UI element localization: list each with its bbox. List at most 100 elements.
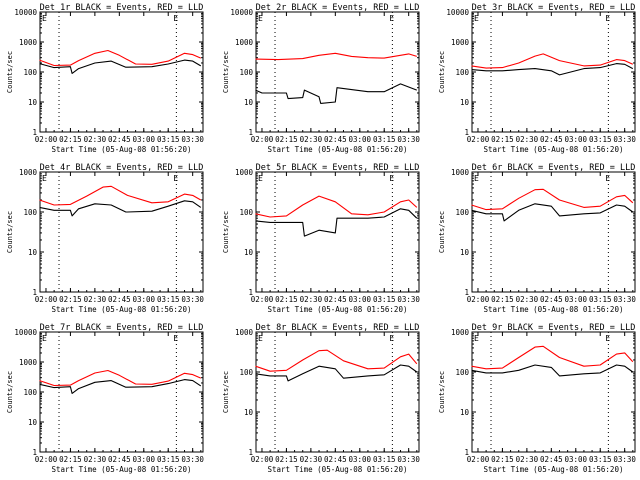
y-tick-label: 100	[455, 368, 469, 377]
x-tick-label: 02:15	[59, 455, 82, 464]
x-tick-label: 02:30	[84, 135, 107, 144]
event-marker-label: E	[605, 334, 610, 343]
x-tick-label: 02:45	[540, 135, 563, 144]
chart-title: Det 9r BLACK = Events, RED = LLD	[472, 323, 636, 333]
events-series-line	[39, 59, 202, 74]
x-tick-label: 03:30	[397, 295, 420, 304]
lld-series-line	[471, 345, 634, 370]
x-tick-label: 03:30	[181, 135, 204, 144]
x-tick-label: 02:00	[35, 135, 58, 144]
x-tick-label: 02:15	[275, 295, 298, 304]
event-marker-label: E	[258, 174, 263, 183]
x-tick-label: 02:30	[300, 455, 323, 464]
x-tick-label: 03:30	[181, 455, 204, 464]
x-tick-label: 03:15	[157, 455, 180, 464]
x-axis-label: Start Time (05-Aug-08 01:56:20)	[52, 465, 192, 474]
x-tick-label: 03:00	[564, 135, 587, 144]
y-tick-label: 100	[455, 208, 469, 217]
y-tick-label: 1000	[451, 328, 470, 337]
x-tick-label: 02:00	[251, 135, 274, 144]
chart-title: Det 2r BLACK = Events, RED = LLD	[256, 3, 420, 13]
x-tick-label: 03:15	[157, 135, 180, 144]
lld-series-line	[255, 349, 418, 372]
x-axis-label: Start Time (05-Aug-08 01:56:20)	[268, 145, 408, 154]
y-tick-label: 10	[244, 248, 254, 257]
y-tick-label: 1	[464, 448, 469, 457]
y-tick-label: 10	[28, 418, 38, 427]
x-tick-label: 03:30	[613, 455, 636, 464]
x-axis-label: Start Time (05-Aug-08 01:56:20)	[484, 305, 624, 314]
x-tick-label: 02:30	[516, 135, 539, 144]
x-tick-label: 03:00	[132, 295, 155, 304]
y-tick-label: 10	[28, 248, 38, 257]
event-marker-label: E	[605, 14, 610, 23]
x-axis-label: Start Time (05-Aug-08 01:56:20)	[52, 145, 192, 154]
y-axis-label: Counts/sec	[6, 211, 14, 253]
chart-title: Det 7r BLACK = Events, RED = LLD	[40, 323, 204, 333]
y-tick-label: 1000	[19, 38, 38, 47]
x-tick-label: 02:45	[108, 295, 131, 304]
x-tick-label: 03:15	[373, 135, 396, 144]
events-series-line	[255, 364, 418, 382]
x-tick-label: 03:15	[589, 455, 612, 464]
event-marker-label: E	[474, 334, 479, 343]
event-marker-label: E	[42, 14, 47, 23]
chart-title: Det 8r BLACK = Events, RED = LLD	[256, 323, 420, 333]
y-tick-label: 1	[464, 288, 469, 297]
chart-panel-6: Det 6r BLACK = Events, RED = LLD 1 10 100 10…	[438, 163, 636, 314]
y-tick-label: 1	[32, 448, 37, 457]
chart-panel-8: Det 8r BLACK = Events, RED = LLD 1 10 100 10…	[222, 323, 420, 474]
y-tick-label: 10	[460, 98, 470, 107]
y-tick-label: 1000	[451, 168, 470, 177]
x-tick-label: 02:45	[324, 455, 347, 464]
x-tick-label: 02:15	[275, 135, 298, 144]
x-tick-label: 03:30	[181, 295, 204, 304]
x-axis-label: Start Time (05-Aug-08 01:56:20)	[484, 145, 624, 154]
x-tick-label: 02:45	[540, 455, 563, 464]
x-tick-label: 02:00	[251, 455, 274, 464]
x-tick-label: 02:15	[275, 455, 298, 464]
lld-series-line	[39, 49, 202, 67]
x-tick-label: 02:00	[251, 295, 274, 304]
y-tick-label: 100	[455, 68, 469, 77]
x-tick-label: 02:30	[84, 295, 107, 304]
x-tick-label: 02:45	[324, 295, 347, 304]
x-tick-label: 02:30	[300, 295, 323, 304]
y-tick-label: 10	[460, 248, 470, 257]
plot-frame	[255, 331, 420, 453]
event-marker-label: E	[389, 334, 394, 343]
x-tick-label: 02:30	[516, 455, 539, 464]
y-axis-label: Counts/sec	[222, 51, 230, 93]
event-marker-label: E	[173, 334, 178, 343]
y-axis-label: Counts/sec	[222, 371, 230, 413]
y-tick-label: 1	[32, 128, 37, 137]
event-marker-label: E	[605, 174, 610, 183]
y-tick-label: 1	[32, 288, 37, 297]
y-tick-label: 100	[239, 368, 253, 377]
y-tick-label: 1000	[451, 38, 470, 47]
y-tick-label: 1	[248, 288, 253, 297]
x-tick-label: 03:30	[613, 135, 636, 144]
chart-panel-2: Det 2r BLACK = Events, RED = LLD 1 10 100 10…	[222, 3, 420, 154]
x-tick-label: 02:00	[467, 455, 490, 464]
x-tick-label: 02:15	[491, 295, 514, 304]
y-tick-label: 10	[244, 98, 254, 107]
chart-panel-4: Det 4r BLACK = Events, RED = LLD 1 10 100 10…	[6, 163, 204, 314]
y-tick-label: 1000	[19, 358, 38, 367]
x-tick-label: 02:15	[491, 455, 514, 464]
y-tick-label: 100	[239, 208, 253, 217]
x-tick-label: 02:45	[108, 455, 131, 464]
y-axis-label: Counts/sec	[438, 371, 446, 413]
y-tick-label: 100	[23, 388, 37, 397]
y-tick-label: 1000	[235, 38, 254, 47]
events-series-line	[471, 364, 634, 377]
chart-panel-3: Det 3r BLACK = Events, RED = LLD 1 10 100 10…	[438, 3, 636, 154]
y-tick-label: 10000	[14, 8, 37, 17]
plot-frame	[39, 331, 204, 453]
event-marker-label: E	[389, 14, 394, 23]
x-axis-label: Start Time (05-Aug-08 01:56:20)	[268, 465, 408, 474]
x-tick-label: 02:00	[35, 295, 58, 304]
x-tick-label: 03:30	[613, 295, 636, 304]
x-tick-label: 02:45	[108, 135, 131, 144]
chart-title: Det 4r BLACK = Events, RED = LLD	[40, 163, 204, 173]
